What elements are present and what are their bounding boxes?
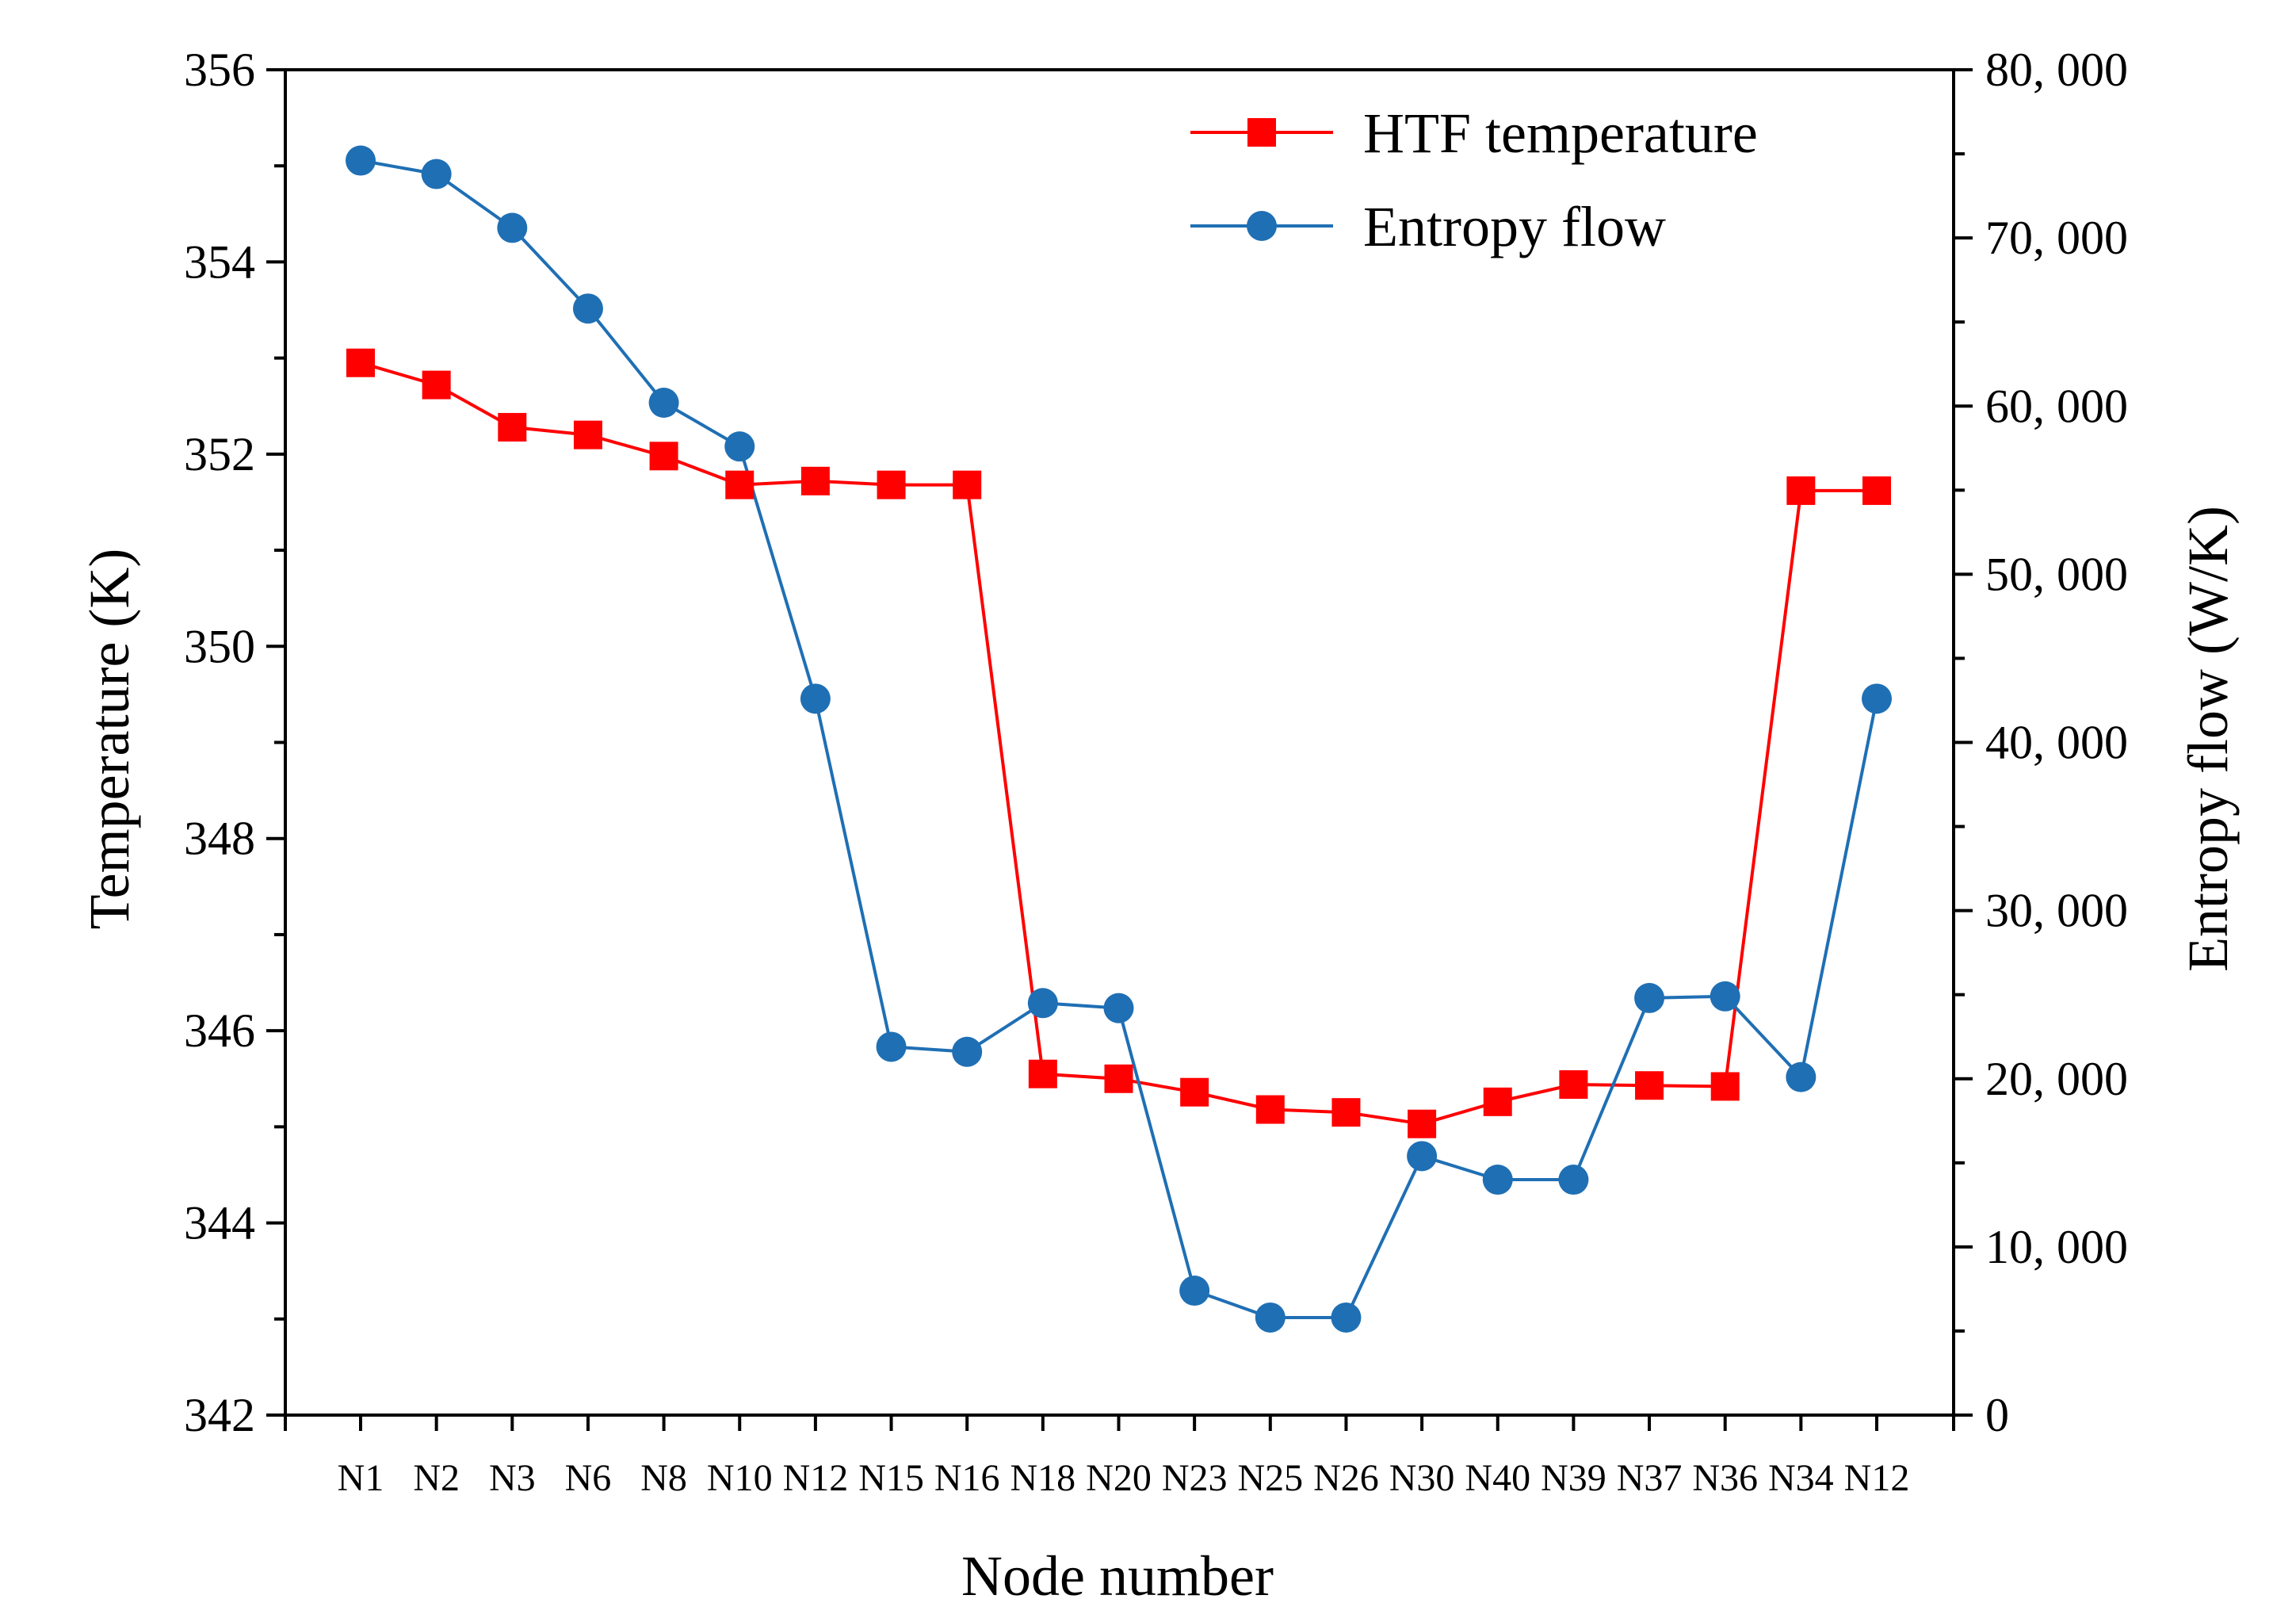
x-tick-label: N36	[1692, 1457, 1758, 1499]
x-tick-label: N25	[1237, 1457, 1303, 1499]
data-point-entropy-flow	[1786, 1062, 1817, 1092]
x-tick-label: N12	[783, 1457, 849, 1499]
data-point-htf-temperature	[1786, 476, 1816, 505]
data-point-htf-temperature	[1483, 1087, 1512, 1116]
data-point-entropy-flow	[1103, 993, 1134, 1023]
series-markers	[346, 145, 1892, 1333]
right-axis-title: Entropy flow (W/K)	[2176, 506, 2240, 972]
x-tick-label: N20	[1086, 1457, 1152, 1499]
data-point-htf-temperature	[1635, 1071, 1664, 1100]
data-point-htf-temperature	[1862, 476, 1891, 505]
right-axis-ticks: 0 10, 000 20, 000 30, 000 40, 000 50, 000 60, …	[1954, 44, 2128, 1441]
left-tick-label: 348	[184, 813, 255, 865]
x-tick-label: N3	[489, 1457, 536, 1499]
x-tick-label: N37	[1617, 1457, 1683, 1499]
right-tick-label: 30, 000	[1985, 885, 2128, 937]
data-point-htf-temperature	[1255, 1095, 1285, 1124]
data-point-htf-temperature	[573, 420, 602, 449]
data-point-entropy-flow	[800, 683, 831, 714]
data-point-htf-temperature	[1028, 1059, 1057, 1088]
data-point-htf-temperature	[1710, 1072, 1740, 1101]
right-tick-label: 80, 000	[1985, 44, 2128, 96]
left-tick-label: 342	[184, 1389, 255, 1441]
data-point-entropy-flow	[1255, 1302, 1286, 1333]
data-point-htf-temperature	[1104, 1064, 1133, 1093]
x-tick-label: N34	[1768, 1457, 1834, 1499]
x-tick-label: N26	[1313, 1457, 1379, 1499]
legend-label-htf: HTF temperature	[1363, 101, 1758, 165]
x-tick-label: N40	[1465, 1457, 1530, 1499]
data-point-htf-temperature	[725, 470, 755, 499]
left-tick-label: 344	[184, 1197, 255, 1249]
left-tick-label: 346	[184, 1004, 255, 1057]
data-point-entropy-flow	[1179, 1276, 1210, 1306]
data-point-htf-temperature	[346, 348, 375, 377]
right-tick-label: 60, 000	[1985, 380, 2128, 432]
x-tick-label: N16	[934, 1457, 1000, 1499]
data-point-entropy-flow	[1027, 988, 1058, 1019]
right-tick-label: 10, 000	[1985, 1221, 2128, 1273]
data-point-entropy-flow	[1407, 1141, 1438, 1172]
left-tick-label: 354	[184, 235, 255, 288]
data-point-entropy-flow	[421, 159, 452, 189]
x-tick-label: N39	[1541, 1457, 1606, 1499]
right-tick-label: 20, 000	[1985, 1053, 2128, 1105]
data-point-htf-temperature	[1559, 1070, 1588, 1100]
x-tick-label: N23	[1162, 1457, 1228, 1499]
data-point-htf-temperature	[498, 412, 527, 442]
left-tick-label: 352	[184, 428, 255, 480]
data-point-entropy-flow	[1862, 683, 1892, 714]
data-point-htf-temperature	[953, 470, 982, 499]
data-point-htf-temperature	[1408, 1109, 1437, 1138]
right-tick-label: 0	[1985, 1389, 2009, 1441]
data-point-entropy-flow	[724, 431, 755, 462]
legend-marker-htf	[1247, 118, 1276, 147]
data-point-entropy-flow	[346, 145, 376, 176]
data-point-entropy-flow	[952, 1036, 983, 1067]
x-tick-label: N18	[1010, 1457, 1076, 1499]
data-point-entropy-flow	[648, 388, 679, 419]
data-point-entropy-flow	[1482, 1165, 1513, 1195]
x-axis-ticks: N1 N2 N3 N6 N8 N10 N12 N15 N16 N18 N20 N23 N25 N26 N30…	[284, 1415, 1955, 1499]
right-tick-label: 40, 000	[1985, 717, 2128, 769]
x-tick-label: N30	[1389, 1457, 1455, 1499]
x-tick-label: N2	[413, 1457, 460, 1499]
right-tick-label: 50, 000	[1985, 548, 2128, 600]
legend-label-entropy: Entropy flow	[1363, 195, 1666, 258]
x-tick-label: N10	[707, 1457, 773, 1499]
data-point-entropy-flow	[1331, 1302, 1362, 1333]
data-point-entropy-flow	[1634, 982, 1665, 1013]
data-point-htf-temperature	[422, 370, 451, 400]
data-point-htf-temperature	[877, 470, 906, 499]
data-point-entropy-flow	[572, 293, 603, 324]
x-tick-label: N8	[640, 1457, 687, 1499]
data-point-entropy-flow	[1558, 1165, 1589, 1195]
data-point-entropy-flow	[876, 1031, 907, 1062]
data-point-entropy-flow	[497, 212, 528, 243]
right-tick-label: 70, 000	[1985, 212, 2128, 264]
x-tick-label: N15	[858, 1457, 924, 1499]
left-tick-label: 350	[184, 620, 255, 672]
x-axis-title: Node number	[961, 1544, 1274, 1608]
left-axis-ticks: 342 344 346 348 350 352 354 356	[184, 44, 285, 1441]
left-axis-title: Temperature (K)	[78, 549, 141, 930]
data-point-htf-temperature	[1180, 1077, 1209, 1107]
x-tick-label: N1	[338, 1457, 384, 1499]
legend: HTF temperature Entropy flow	[1190, 101, 1758, 258]
data-point-entropy-flow	[1710, 981, 1740, 1012]
left-tick-label: 356	[184, 44, 255, 96]
data-point-htf-temperature	[800, 466, 830, 495]
data-point-htf-temperature	[649, 442, 678, 471]
x-tick-label: N12	[1844, 1457, 1910, 1499]
legend-marker-entropy	[1247, 211, 1277, 241]
x-tick-label: N6	[565, 1457, 612, 1499]
data-point-htf-temperature	[1331, 1098, 1361, 1127]
